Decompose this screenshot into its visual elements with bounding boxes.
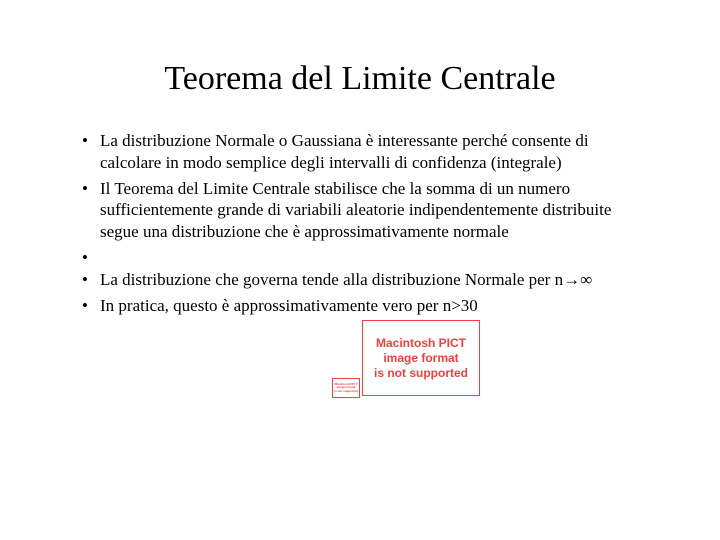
pict-placeholder-icon: Macintosh PICT image format is not suppo… bbox=[332, 378, 360, 398]
bullet-item: In pratica, questo è approssimativamente… bbox=[80, 295, 640, 317]
spacer bbox=[80, 247, 640, 265]
bullet-list: La distribuzione Normale o Gaussiana è i… bbox=[80, 130, 640, 316]
pict-line: image format bbox=[383, 351, 458, 366]
pict-line: is not supported bbox=[374, 366, 468, 381]
pict-line: Macintosh PICT bbox=[376, 336, 466, 351]
bullet-item: La distribuzione Normale o Gaussiana è i… bbox=[80, 130, 640, 174]
slide: Teorema del Limite Centrale La distribuz… bbox=[0, 0, 720, 540]
bullet-item: Il Teorema del Limite Centrale stabilisc… bbox=[80, 178, 640, 243]
slide-title: Teorema del Limite Centrale bbox=[80, 60, 640, 98]
pict-line: is not supported bbox=[334, 390, 358, 393]
pict-placeholder-icon: Macintosh PICT image format is not suppo… bbox=[362, 320, 480, 396]
bullet-item: La distribuzione che governa tende alla … bbox=[80, 269, 640, 291]
